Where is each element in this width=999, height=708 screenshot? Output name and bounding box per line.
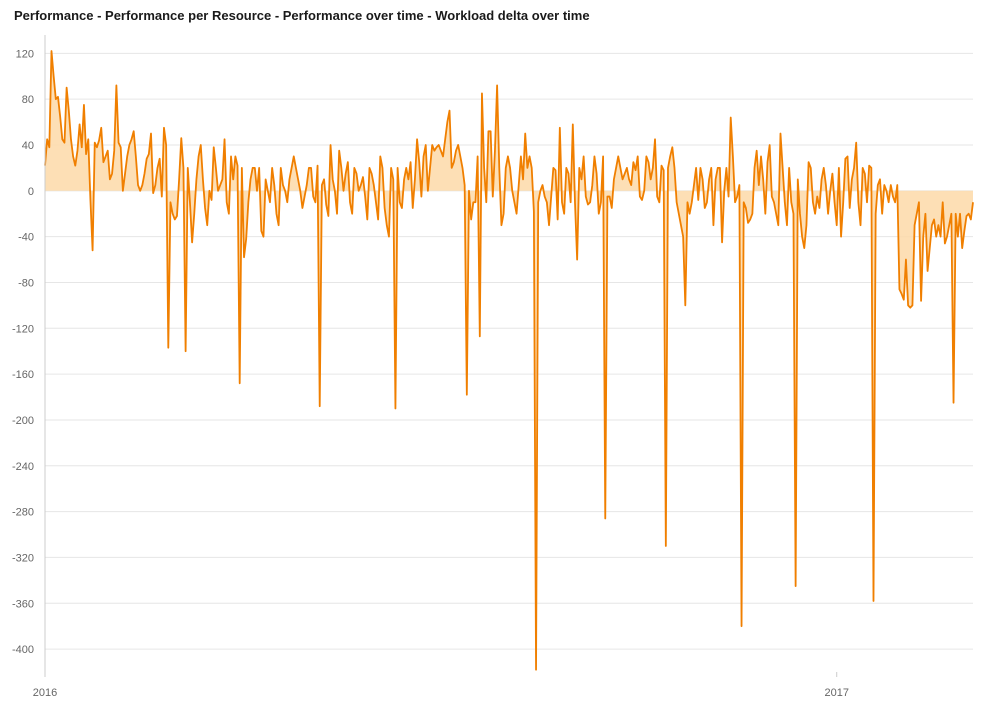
- y-tick-label: -400: [12, 644, 34, 656]
- series-area-fill: [45, 51, 973, 670]
- y-tick-label: -280: [12, 507, 34, 519]
- series-line: [44, 50, 974, 671]
- y-tick-label: -160: [12, 369, 34, 381]
- y-tick-label: -80: [18, 277, 34, 289]
- x-axis-ticks: 2016 2017: [33, 672, 849, 699]
- y-tick-label: -360: [12, 598, 34, 610]
- y-tick-label: -200: [12, 415, 34, 427]
- y-axis-ticks: 120 80 40 0 -40 -80 -120 -160 -200 -240 -280 -320 -3…: [12, 48, 34, 656]
- y-tick-label: 120: [16, 48, 34, 60]
- x-tick-label: 2016: [33, 687, 57, 699]
- gridlines: [45, 52, 973, 650]
- y-tick-label: 80: [22, 94, 34, 106]
- area-series: [44, 50, 974, 671]
- y-tick-label: -120: [12, 323, 34, 335]
- y-tick-label: -40: [18, 232, 34, 244]
- x-tick-label: 2017: [824, 687, 848, 699]
- y-tick-label: 40: [22, 140, 34, 152]
- chart-title: Performance - Performance per Resource -…: [14, 8, 590, 23]
- y-tick-label: -320: [12, 552, 34, 564]
- y-tick-label: 0: [28, 186, 34, 198]
- y-tick-label: -240: [12, 461, 34, 473]
